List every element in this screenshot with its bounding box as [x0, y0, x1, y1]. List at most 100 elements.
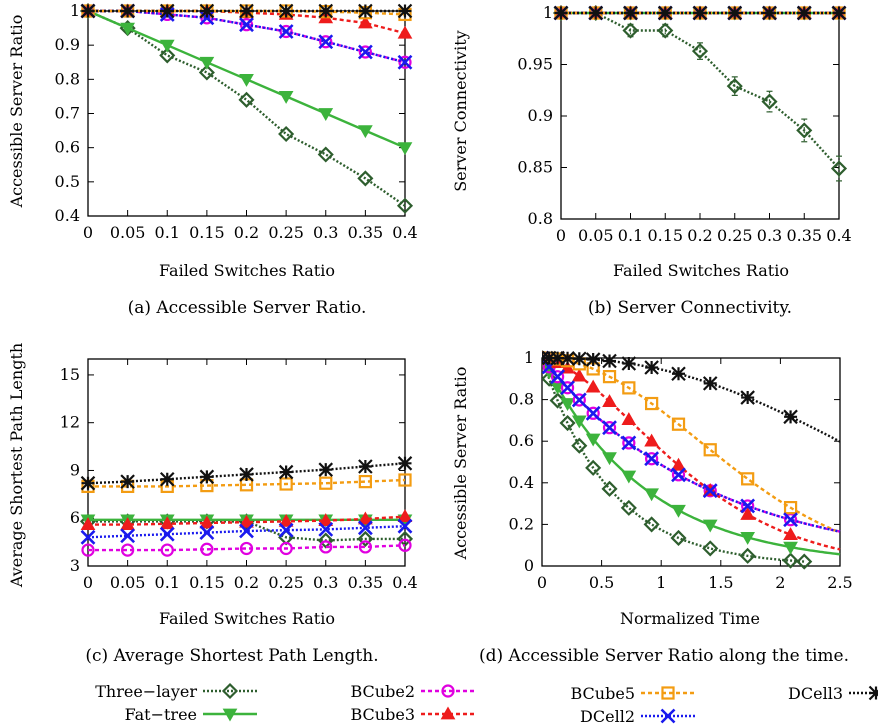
panel-b-xtick-label: 0.4 — [826, 226, 851, 245]
data-point — [80, 529, 96, 545]
data-point — [397, 3, 413, 19]
panel-d-ytick-label: 0.2 — [509, 514, 534, 533]
series-bcube3 — [80, 509, 413, 530]
series-line — [542, 357, 805, 563]
data-point — [602, 421, 617, 435]
legend-item-three-layer: Three−layer — [95, 682, 257, 701]
data-point — [278, 3, 294, 19]
legend-item-dcell3: DCell3 — [788, 684, 878, 703]
data-point — [621, 435, 637, 451]
data-point — [120, 517, 135, 530]
series-three-layer — [79, 2, 414, 214]
data-point — [644, 488, 659, 502]
panel-b-xtick-label: 0.3 — [757, 226, 782, 245]
data-point — [81, 543, 95, 557]
panel-c-xtick-label: 0.2 — [234, 573, 259, 592]
data-point — [200, 542, 214, 556]
data-point — [239, 514, 254, 528]
series-line — [87, 462, 406, 485]
panel-b-xtick-label: 0.1 — [618, 226, 643, 245]
data-point — [358, 125, 373, 139]
data-point — [602, 420, 617, 436]
series-line — [542, 356, 841, 534]
panel-a-xtick-label: 0.3 — [313, 223, 338, 242]
data-point — [396, 197, 414, 214]
panel-a-ytick-label: 0.7 — [55, 104, 80, 123]
data-point — [278, 125, 295, 143]
data-point — [643, 516, 660, 533]
panel-d-xtick-label: 2.5 — [827, 573, 852, 592]
data-point — [120, 22, 135, 36]
panel-a-ylabel: Accessible Server Ratio — [7, 15, 26, 209]
plot-area-d: 0 0.5 1 1.5 2 2.5 0 0.2 0.4 0.6 0.8 1 — [509, 348, 853, 592]
data-point — [397, 142, 413, 156]
legend-label: DCell3 — [788, 684, 843, 703]
data-point — [702, 376, 718, 391]
panel-a-caption: (a) Accessible Server Ratio. — [128, 298, 367, 318]
panel-b-ytick-label: 0.9 — [528, 106, 553, 125]
legend-marker — [441, 684, 455, 698]
data-point — [740, 390, 755, 405]
data-point — [319, 476, 333, 490]
panel-c-xtick-label: 0.35 — [348, 573, 384, 592]
panel-d-ytick-label: 0.4 — [509, 473, 534, 492]
panel-a-ytick-label: 0.4 — [55, 206, 80, 225]
data-point — [80, 475, 96, 491]
series-dcell3 — [553, 5, 847, 21]
data-point — [397, 456, 413, 471]
data-point — [585, 405, 601, 421]
panel-c-xtick-label: 0.3 — [313, 573, 338, 592]
panel-c-caption: (c) Average Shortest Path Length. — [85, 646, 378, 666]
data-point — [80, 3, 96, 19]
data-point — [602, 353, 617, 369]
panel-a-xtick-label: 0.35 — [348, 223, 384, 242]
data-point — [199, 469, 215, 485]
plot-area-a: 0 0.05 0.1 0.15 0.2 0.25 0.3 0.35 0.4 0.4 0.5 0.6 0.… — [55, 1, 418, 242]
panel-c-xtick-label: 0.4 — [392, 573, 417, 592]
data-point — [397, 54, 413, 70]
data-point — [670, 529, 687, 547]
data-point — [358, 540, 373, 554]
data-point — [585, 379, 601, 393]
data-point — [159, 526, 175, 542]
data-point — [644, 452, 659, 466]
panel-d-ytick-label: 0.8 — [509, 390, 534, 409]
data-point — [761, 93, 778, 110]
data-point — [601, 480, 618, 497]
data-point — [585, 433, 601, 447]
panel-c-ylabel: Average Shortest Path Length — [7, 343, 26, 588]
panel-c-xlabel: Failed Switches Ratio — [159, 609, 335, 628]
panel-d-ytick-label: 0.6 — [509, 431, 534, 450]
data-point — [644, 396, 659, 411]
panel-b-ytick-label: 0.8 — [528, 209, 553, 228]
panel-b-ytick-label: 1 — [543, 3, 553, 22]
panel-c-xtick-label: 0.1 — [155, 573, 180, 592]
data-point — [278, 24, 294, 39]
data-point — [559, 415, 576, 432]
panel-d-xtick-label: 2 — [775, 573, 785, 592]
data-point — [199, 515, 215, 529]
plot-area-c: 0 0.05 0.1 0.15 0.2 0.25 0.3 0.35 0.4 3 6 9 12 15 — [60, 358, 418, 592]
data-point — [239, 523, 254, 539]
series-line — [561, 11, 840, 170]
series-line — [88, 515, 406, 526]
data-point — [120, 543, 135, 557]
data-point — [783, 541, 798, 555]
panel-a-frame — [87, 10, 406, 217]
panel-c-xtick-label: 0 — [83, 573, 93, 592]
data-point — [782, 552, 799, 569]
data-point — [560, 380, 575, 396]
data-point — [318, 108, 334, 122]
panel-b-xtick-label: 0.05 — [578, 226, 614, 245]
data-point — [588, 5, 604, 21]
data-point — [542, 350, 557, 366]
data-point — [671, 467, 686, 483]
legend-marker — [221, 682, 239, 700]
data-point — [238, 91, 255, 108]
panel-d-ylabel: Accessible Server Ratio — [451, 367, 470, 561]
panel-d-xtick-label: 1.5 — [708, 573, 733, 592]
data-point — [278, 513, 294, 527]
data-point — [620, 499, 637, 516]
data-point — [357, 170, 374, 187]
panel-a-xlabel: Failed Switches Ratio — [159, 261, 335, 280]
